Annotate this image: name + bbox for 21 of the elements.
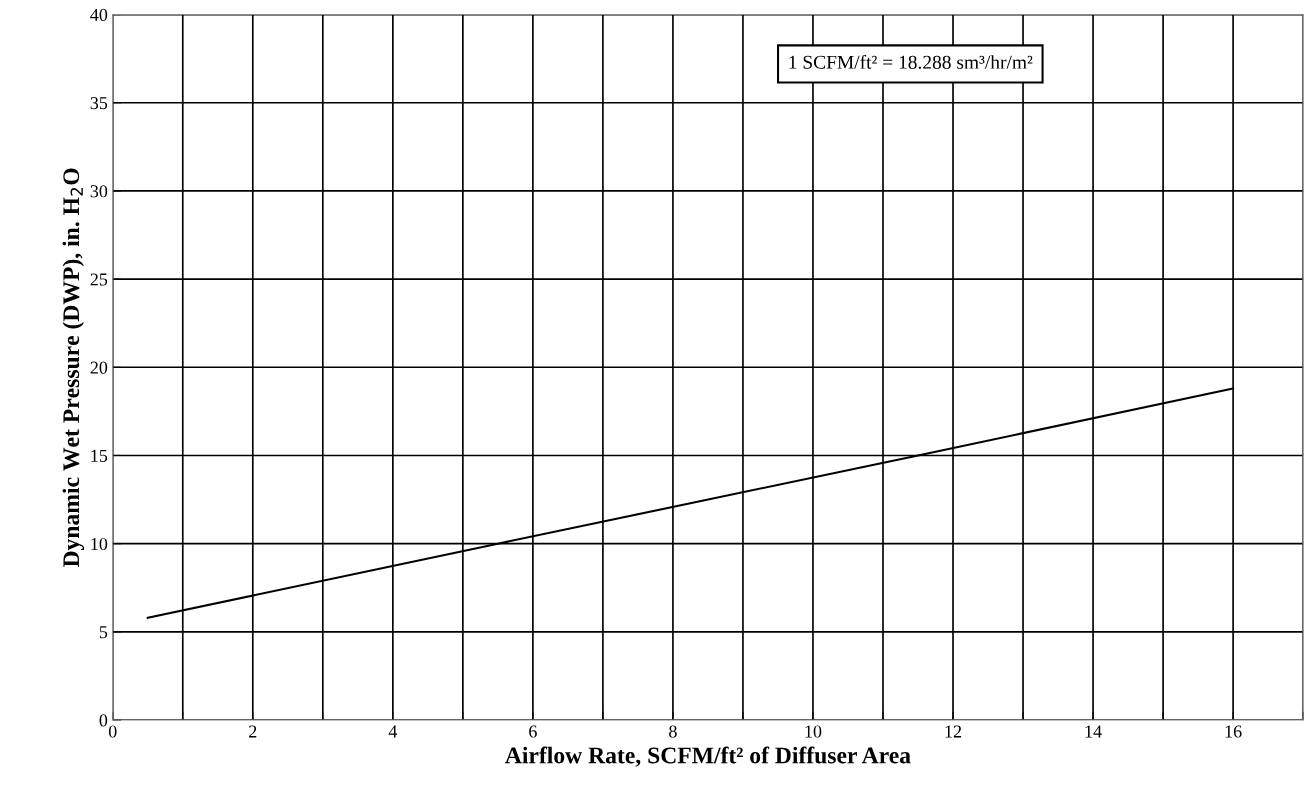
x-tick-label: 12 [945, 725, 962, 738]
y-tick-label: 20 [90, 361, 108, 374]
x-tick-label: 0 [108, 725, 117, 738]
y-tick-label: 40 [90, 8, 108, 21]
x-tick-label: 4 [388, 725, 398, 738]
y-tick-label: 5 [99, 626, 108, 639]
y-tick-label: 30 [90, 185, 108, 198]
y-tick-label: 15 [91, 449, 108, 462]
x-tick-label: 16 [1225, 725, 1242, 738]
x-tick-label: 2 [249, 725, 257, 738]
annotation: 1 SCFM/ft² = 18.288 sm³/hr/m² [789, 54, 1033, 69]
y-tick-label: 10 [91, 537, 108, 551]
y-tick-label: 0 [99, 714, 108, 727]
y-axis-title: Dynamic Wet Pressure (DWP), in. H$_{2}$O [62, 168, 85, 568]
x-axis-title: Airflow Rate, SCFM/ft² of Diffuser Area [505, 746, 911, 767]
x-tick-label: 14 [1085, 725, 1102, 738]
y-tick-label: 25 [90, 273, 108, 286]
x-tick-label: 6 [529, 725, 537, 738]
x-tick-label: 8 [669, 725, 677, 738]
y-tick-label: 35 [90, 97, 108, 110]
x-tick-label: 10 [805, 725, 822, 738]
